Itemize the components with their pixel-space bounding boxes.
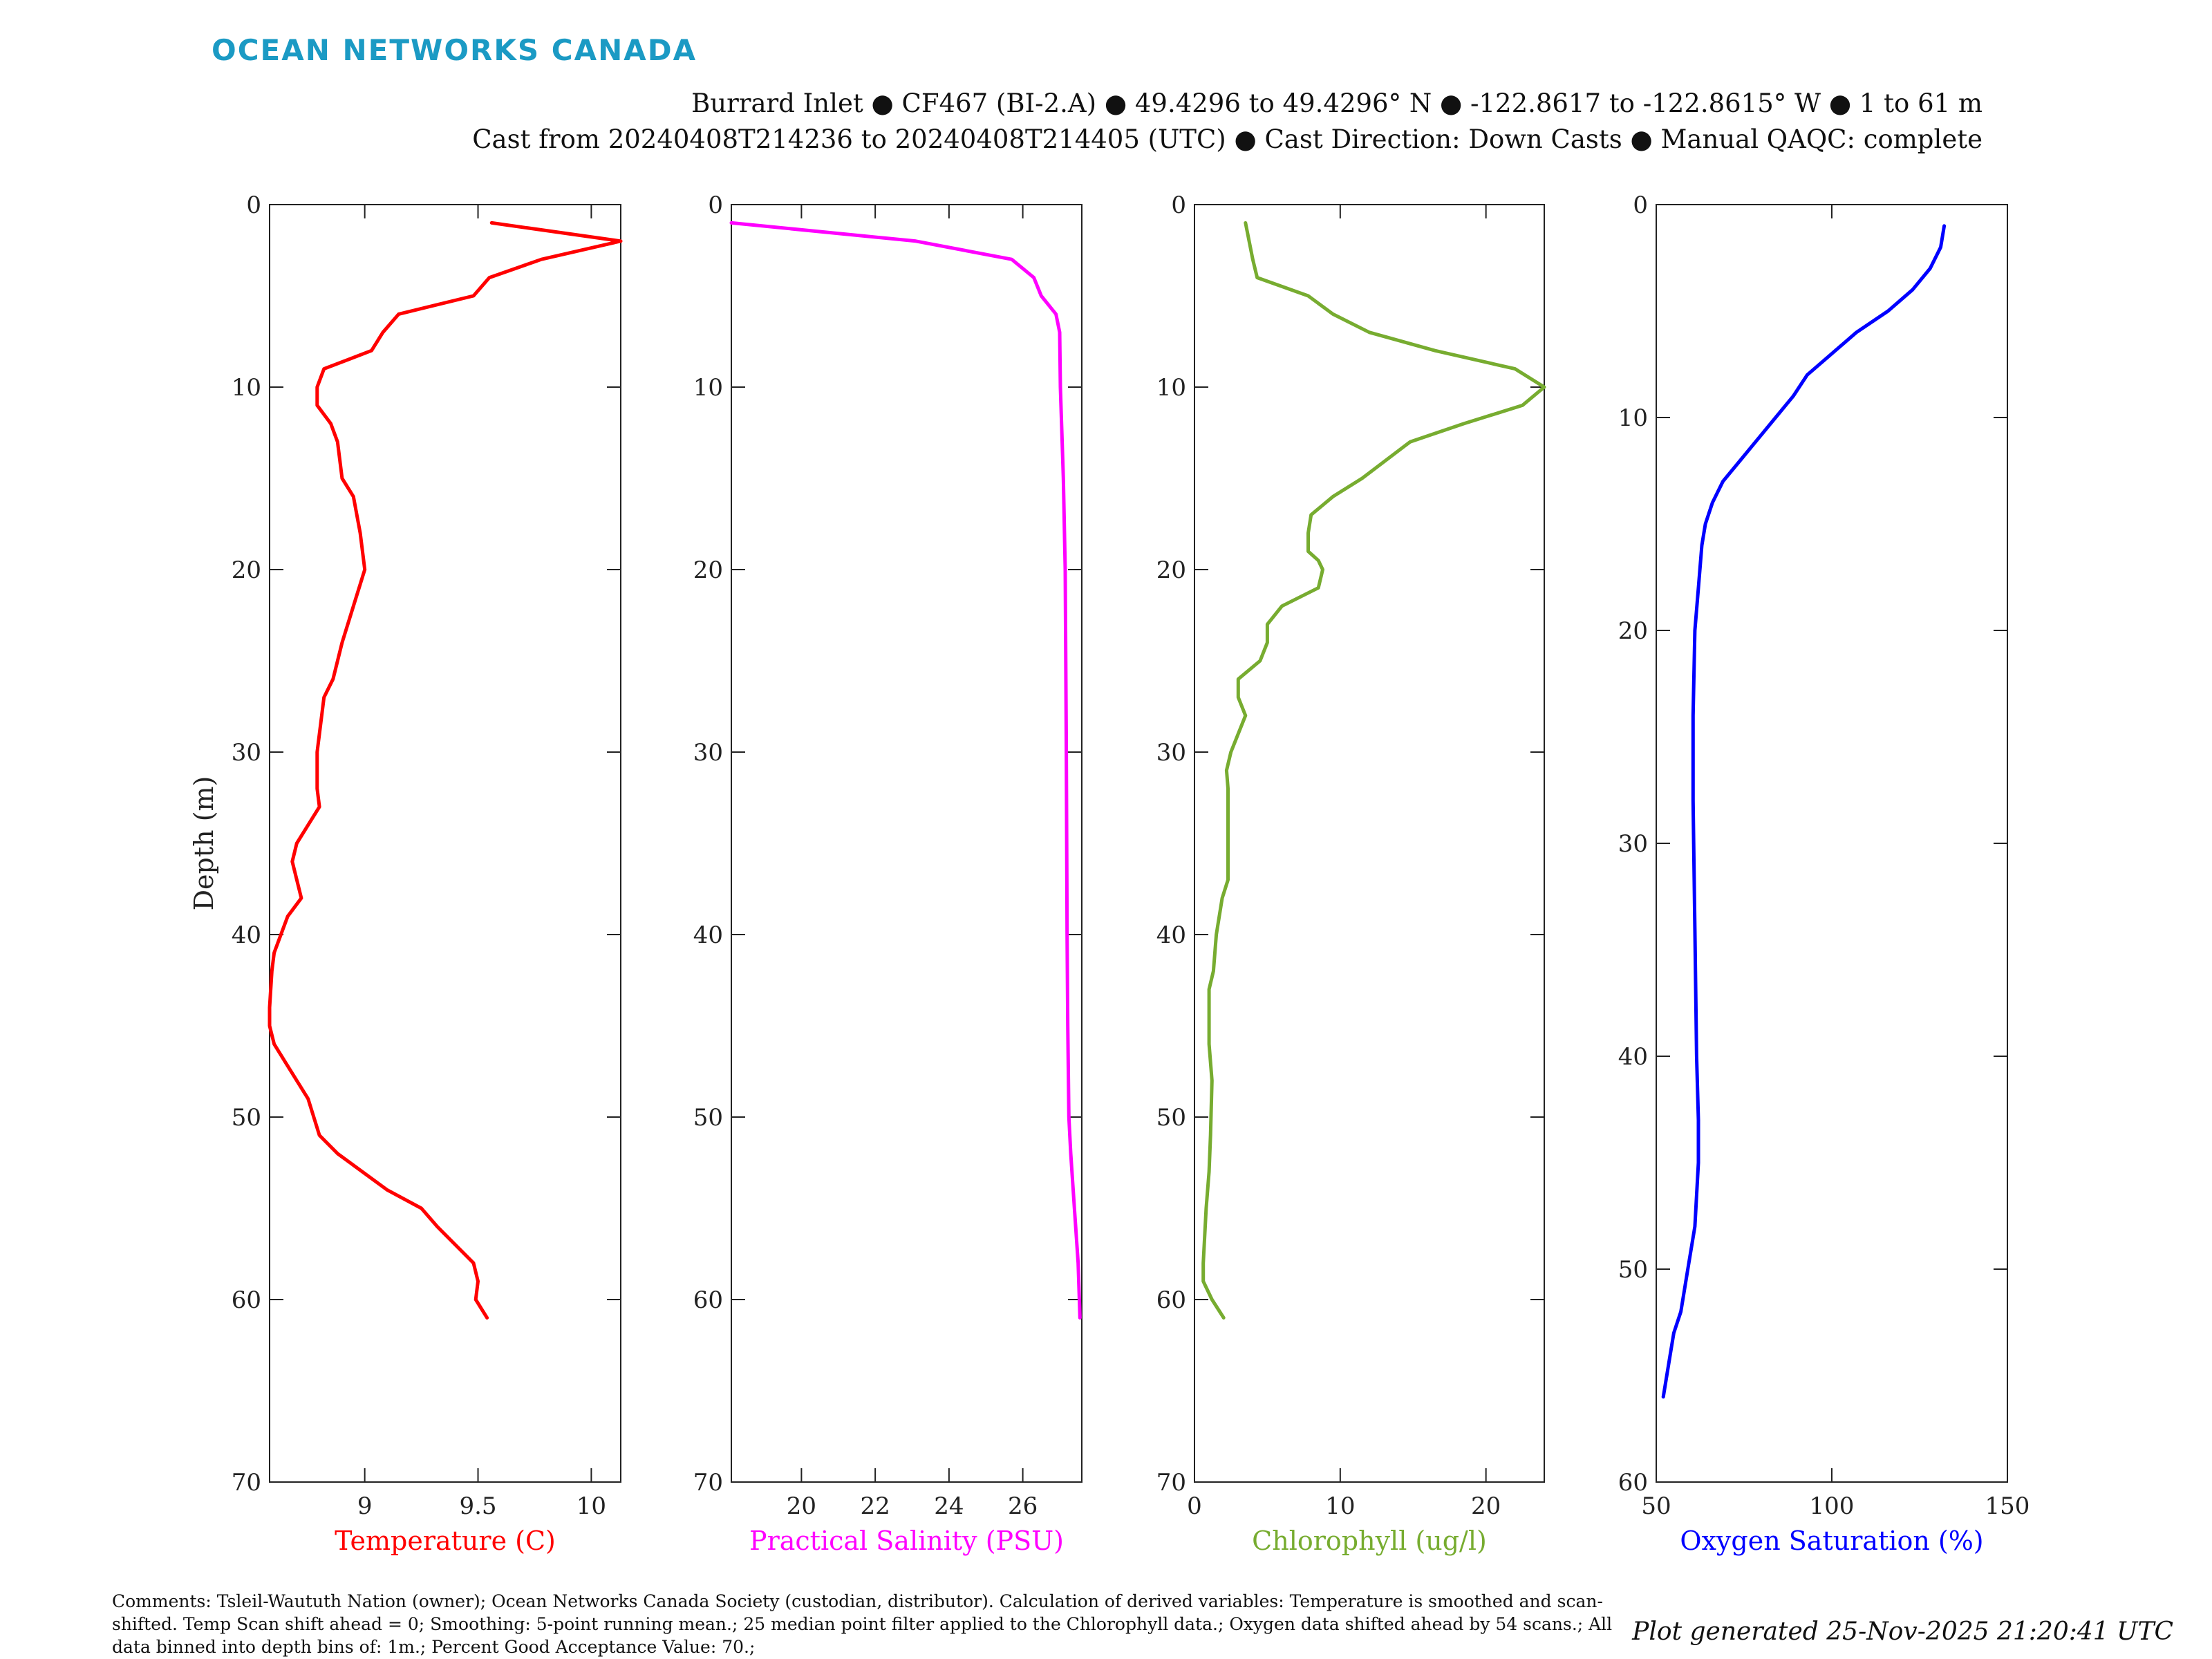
chlorophyll-y-tick-label: 30 <box>1156 739 1186 767</box>
temperature-plot-frame <box>269 204 621 1483</box>
oxygen-y-tick-label: 50 <box>1618 1256 1648 1284</box>
chlorophyll-y-tick-label: 70 <box>1156 1469 1186 1497</box>
oxygen-y-tick-label: 30 <box>1618 830 1648 858</box>
temperature-y-tick-label: 40 <box>232 921 261 949</box>
chlorophyll-y-tick-label: 10 <box>1156 374 1186 402</box>
salinity-y-tick-label: 70 <box>693 1469 723 1497</box>
chart-header-line-1: Burrard Inlet ● CF467 (BI-2.A) ● 49.4296… <box>691 88 1983 118</box>
chlorophyll-y-tick-label: 0 <box>1171 191 1186 219</box>
chlorophyll-series-line <box>1201 221 1546 1320</box>
oxygen-x-tick-label: 150 <box>1985 1492 2030 1520</box>
salinity-x-tick-label: 20 <box>787 1492 816 1520</box>
temperature-y-tick-label: 10 <box>232 374 261 402</box>
salinity-y-tick-label: 0 <box>708 191 723 219</box>
temperature-x-axis-label: Temperature (C) <box>335 1526 556 1556</box>
temperature-y-tick-label: 70 <box>232 1469 261 1497</box>
salinity-x-tick-label: 26 <box>1008 1492 1038 1520</box>
salinity-x-tick-label: 22 <box>861 1492 890 1520</box>
chlorophyll-y-tick-label: 50 <box>1156 1104 1186 1132</box>
temperature-series-line <box>268 221 623 1320</box>
chlorophyll-y-tick-label: 60 <box>1156 1286 1186 1314</box>
chart-header-line-2: Cast from 20240408T214236 to 20240408T21… <box>472 124 1983 154</box>
chlorophyll-y-tick-label: 40 <box>1156 921 1186 949</box>
oxygen-x-tick-label: 50 <box>1641 1492 1671 1520</box>
plot-generated-timestamp: Plot generated 25-Nov-2025 21:20:41 UTC <box>1632 1618 2173 1646</box>
salinity-y-tick-label: 10 <box>693 374 723 402</box>
salinity-y-tick-label: 50 <box>693 1104 723 1132</box>
oxygen-y-tick-label: 0 <box>1633 191 1648 219</box>
salinity-series-line <box>729 221 1082 1320</box>
temperature-y-tick-label: 0 <box>246 191 261 219</box>
salinity-x-axis-label: Practical Salinity (PSU) <box>749 1526 1064 1556</box>
oxygen-y-tick-label: 60 <box>1618 1469 1648 1497</box>
chlorophyll-x-tick-label: 10 <box>1325 1492 1355 1520</box>
salinity-y-tick-label: 30 <box>693 739 723 767</box>
temperature-y-tick-label: 30 <box>232 739 261 767</box>
oxygen-y-tick-label: 40 <box>1618 1043 1648 1071</box>
oxygen-plot-frame <box>1656 204 2008 1483</box>
salinity-x-tick-label: 24 <box>934 1492 964 1520</box>
temperature-y-tick-label: 50 <box>232 1104 261 1132</box>
salinity-y-tick-label: 60 <box>693 1286 723 1314</box>
salinity-y-tick-label: 40 <box>693 921 723 949</box>
oxygen-series-line <box>1661 224 1947 1399</box>
oxygen-x-tick-label: 100 <box>1810 1492 1855 1520</box>
temperature-x-tick-label: 9.5 <box>459 1492 496 1520</box>
temperature-y-tick-label: 60 <box>232 1286 261 1314</box>
brand-logo-text: OCEAN NETWORKS CANADA <box>212 33 697 67</box>
chlorophyll-plot-frame <box>1194 204 1545 1483</box>
temperature-y-tick-label: 20 <box>232 556 261 584</box>
oxygen-y-tick-label: 10 <box>1618 404 1648 432</box>
oxygen-x-axis-label: Oxygen Saturation (%) <box>1680 1526 1983 1556</box>
chlorophyll-x-axis-label: Chlorophyll (ug/l) <box>1252 1526 1487 1556</box>
comments-text: Comments: Tsleil-Waututh Nation (owner);… <box>112 1591 1613 1657</box>
chlorophyll-y-tick-label: 20 <box>1156 556 1186 584</box>
chlorophyll-x-tick-label: 0 <box>1187 1492 1202 1520</box>
oxygen-y-tick-label: 20 <box>1618 617 1648 645</box>
salinity-y-tick-label: 20 <box>693 556 723 584</box>
temperature-x-tick-label: 10 <box>577 1492 606 1520</box>
chlorophyll-x-tick-label: 20 <box>1471 1492 1501 1520</box>
temperature-x-tick-label: 9 <box>357 1492 373 1520</box>
temperature-y-axis-label: Depth (m) <box>189 776 219 911</box>
salinity-plot-frame <box>731 204 1082 1483</box>
